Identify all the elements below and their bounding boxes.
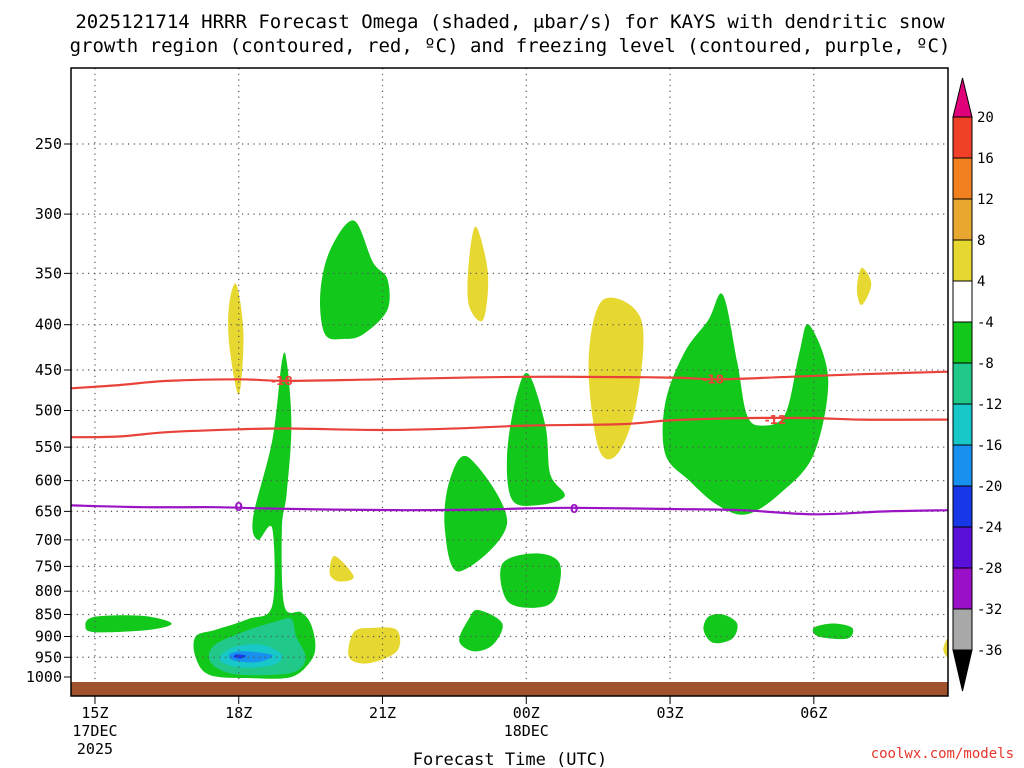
y-tick-label-750: 750	[35, 557, 62, 575]
omega-region-ascent-9	[506, 373, 565, 506]
x-tick-label-03Z: 03Z	[656, 704, 683, 722]
x-tick-label-00Z: 00Z	[513, 704, 540, 722]
colorbar-label-4: 4	[977, 274, 985, 290]
dgz-contour-1-label-0: -12	[765, 413, 787, 427]
omega-region-ascent-6	[85, 615, 172, 633]
colorbar-label-0: 20	[977, 110, 994, 126]
colorbar-label-3: 8	[977, 233, 985, 249]
colorbar-label-9: -20	[977, 479, 1002, 495]
freezing-level-contour-label-1: 0	[570, 502, 578, 516]
dgz-contour-0-label-0: -18	[271, 374, 293, 388]
x-tick-label-06Z: 06Z	[800, 704, 827, 722]
colorbar-label-6: -8	[977, 356, 994, 372]
x-tick-label-18Z: 18Z	[225, 704, 252, 722]
y-tick-label-500: 500	[35, 402, 62, 420]
x-tick-date-00Z: 18DEC	[504, 722, 549, 740]
colorbar-bin-1	[952, 157, 973, 200]
y-axis: 250 300 350 400 450 500 550 600 650 700 750 800 850 9…	[26, 135, 71, 686]
omega-region-descent-14	[228, 283, 244, 395]
omega-region-ascent-10	[500, 553, 561, 608]
omega-region-ascent-1	[193, 352, 316, 679]
colorbar-label-11: -28	[977, 561, 1002, 577]
colorbar-top-arrow	[952, 77, 973, 118]
y-tick-label-800: 800	[35, 582, 62, 600]
colorbar-bin-6	[952, 362, 973, 405]
x-tick-year-15Z: 2025	[77, 740, 113, 758]
omega-region-descent-20	[943, 638, 948, 658]
y-tick-label-350: 350	[35, 264, 62, 282]
y-tick-label-300: 300	[35, 205, 62, 223]
colorbar-label-7: -12	[977, 397, 1002, 413]
colorbar-bin-11	[952, 567, 973, 610]
omega-region-ascent-12	[703, 614, 738, 644]
omega-region-descent-17	[329, 555, 354, 582]
y-tick-label-700: 700	[35, 531, 62, 549]
dgz-contour-1-line	[71, 416, 948, 439]
omega-region-ascent-8	[459, 609, 503, 652]
colorbar-label-10: -24	[977, 520, 1002, 536]
omega-region-ascent-7	[444, 455, 508, 572]
x-tick-date-15Z: 17DEC	[72, 722, 117, 740]
colorbar-bin-10	[952, 526, 973, 569]
colorbar-bin-2	[952, 198, 973, 241]
dgz-contour-0-line	[71, 370, 948, 390]
credit-text: coolwx.com/models	[871, 746, 1014, 762]
colorbar-bin-4	[952, 280, 973, 323]
omega-region-ascent-4	[228, 651, 273, 663]
y-tick-label-850: 850	[35, 606, 62, 624]
y-tick-label-550: 550	[35, 438, 62, 456]
colorbar-label-5: -4	[977, 315, 994, 331]
colorbar-bin-8	[952, 444, 973, 487]
chart-title-line-2: growth region (contoured, red, ºC) and f…	[70, 35, 951, 57]
colorbar-label-1: 16	[977, 151, 994, 167]
omega-shading-layer	[85, 220, 948, 679]
y-tick-label-900: 900	[35, 627, 62, 645]
y-tick-label-950: 950	[35, 648, 62, 666]
colorbar: 20 16 12 8 4 -4 -8 -12 -16 -20 -24 -28 -32 -36	[952, 77, 1002, 692]
colorbar-bin-9	[952, 485, 973, 528]
grid-layer	[71, 68, 948, 696]
freezing-level-contour-line	[71, 504, 948, 516]
colorbar-label-8: -16	[977, 438, 1002, 454]
y-tick-label-400: 400	[35, 316, 62, 334]
colorbar-label-12: -32	[977, 602, 1002, 618]
x-axis-title: Forecast Time (UTC)	[413, 750, 607, 768]
chart-title-line-1: 2025121714 HRRR Forecast Omega (shaded, …	[75, 11, 945, 33]
colorbar-label-2: 12	[977, 192, 994, 208]
ground-surface	[71, 682, 948, 696]
y-tick-label-450: 450	[35, 361, 62, 379]
colorbar-bin-12	[952, 608, 973, 651]
colorbar-bin-3	[952, 239, 973, 282]
colorbar-bin-7	[952, 403, 973, 446]
plot-frame	[70, 67, 949, 697]
colorbar-bin-0	[952, 116, 973, 159]
omega-region-descent-15	[467, 226, 489, 322]
y-tick-label-600: 600	[35, 472, 62, 490]
x-tick-label-15Z: 15Z	[81, 704, 108, 722]
omega-region-descent-18	[348, 627, 401, 664]
y-tick-label-650: 650	[35, 502, 62, 520]
x-tick-label-21Z: 21Z	[369, 704, 396, 722]
y-tick-label-250: 250	[35, 135, 62, 153]
omega-region-ascent-0	[320, 220, 390, 340]
contour-layer: -18 -18 -12 0 0	[71, 370, 948, 516]
omega-region-ascent-13	[812, 623, 854, 640]
omega-region-descent-19	[856, 267, 872, 306]
omega-region-ascent-11	[662, 293, 829, 515]
colorbar-bottom-arrow	[952, 649, 973, 692]
colorbar-label-13: -36	[977, 643, 1002, 659]
omega-region-descent-16	[588, 297, 644, 460]
dgz-contour-0-label-1: -18	[702, 372, 724, 386]
y-tick-label-1000: 1000	[26, 668, 62, 686]
freezing-level-contour-label-0: 0	[235, 500, 243, 514]
colorbar-bin-5	[952, 321, 973, 364]
